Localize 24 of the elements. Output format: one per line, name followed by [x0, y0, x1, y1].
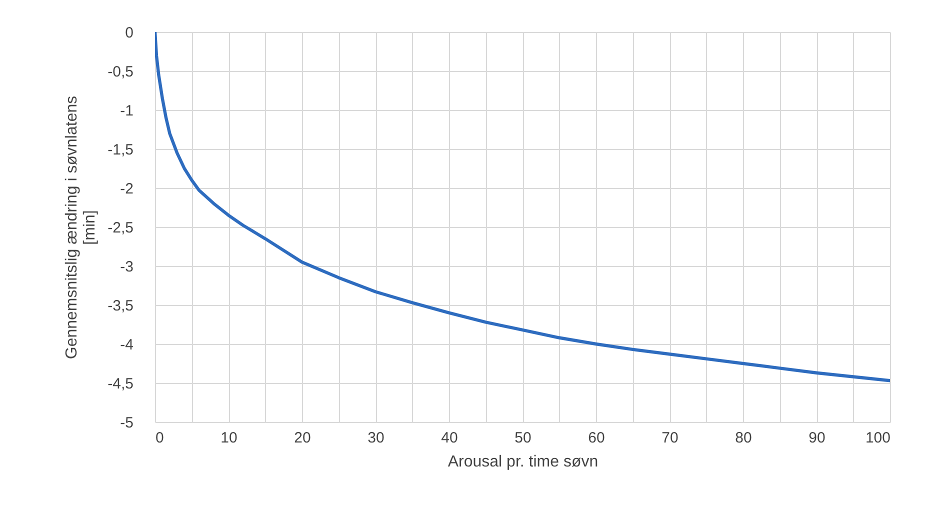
x-tick-label: 80	[735, 430, 752, 446]
x-tick-label: 100	[865, 430, 890, 446]
y-tick-label: -3	[120, 258, 134, 276]
y-tick-label: -3,5	[108, 298, 134, 314]
y-axis-title: Gennemsnitslig ændring i søvnlatens [min]	[64, 96, 99, 360]
x-tick-label: 20	[294, 430, 311, 446]
y-tick-label: -1	[120, 102, 134, 120]
x-tick-label: 60	[588, 430, 605, 446]
x-tick-label: 40	[441, 430, 458, 446]
x-tick-label: 70	[662, 430, 678, 446]
y-tick-label: -2	[120, 180, 134, 198]
y-tick-label: -5	[120, 414, 134, 432]
y-tick-label: -0,5	[108, 64, 134, 80]
y-tick-label: -2,5	[108, 220, 134, 236]
x-tick-label: 30	[368, 430, 384, 446]
y-tick-label: -4	[120, 336, 134, 354]
y-tick-label: -4,5	[108, 376, 134, 392]
x-axis-title: Arousal pr. time søvn	[448, 454, 598, 470]
x-tick-label: 0	[156, 430, 164, 446]
y-tick-label: 0	[125, 24, 134, 42]
x-tick-label: 90	[808, 430, 826, 446]
y-tick-label: -1,5	[108, 142, 134, 158]
x-tick-label: 50	[514, 430, 532, 446]
x-tick-label: 10	[220, 430, 238, 446]
